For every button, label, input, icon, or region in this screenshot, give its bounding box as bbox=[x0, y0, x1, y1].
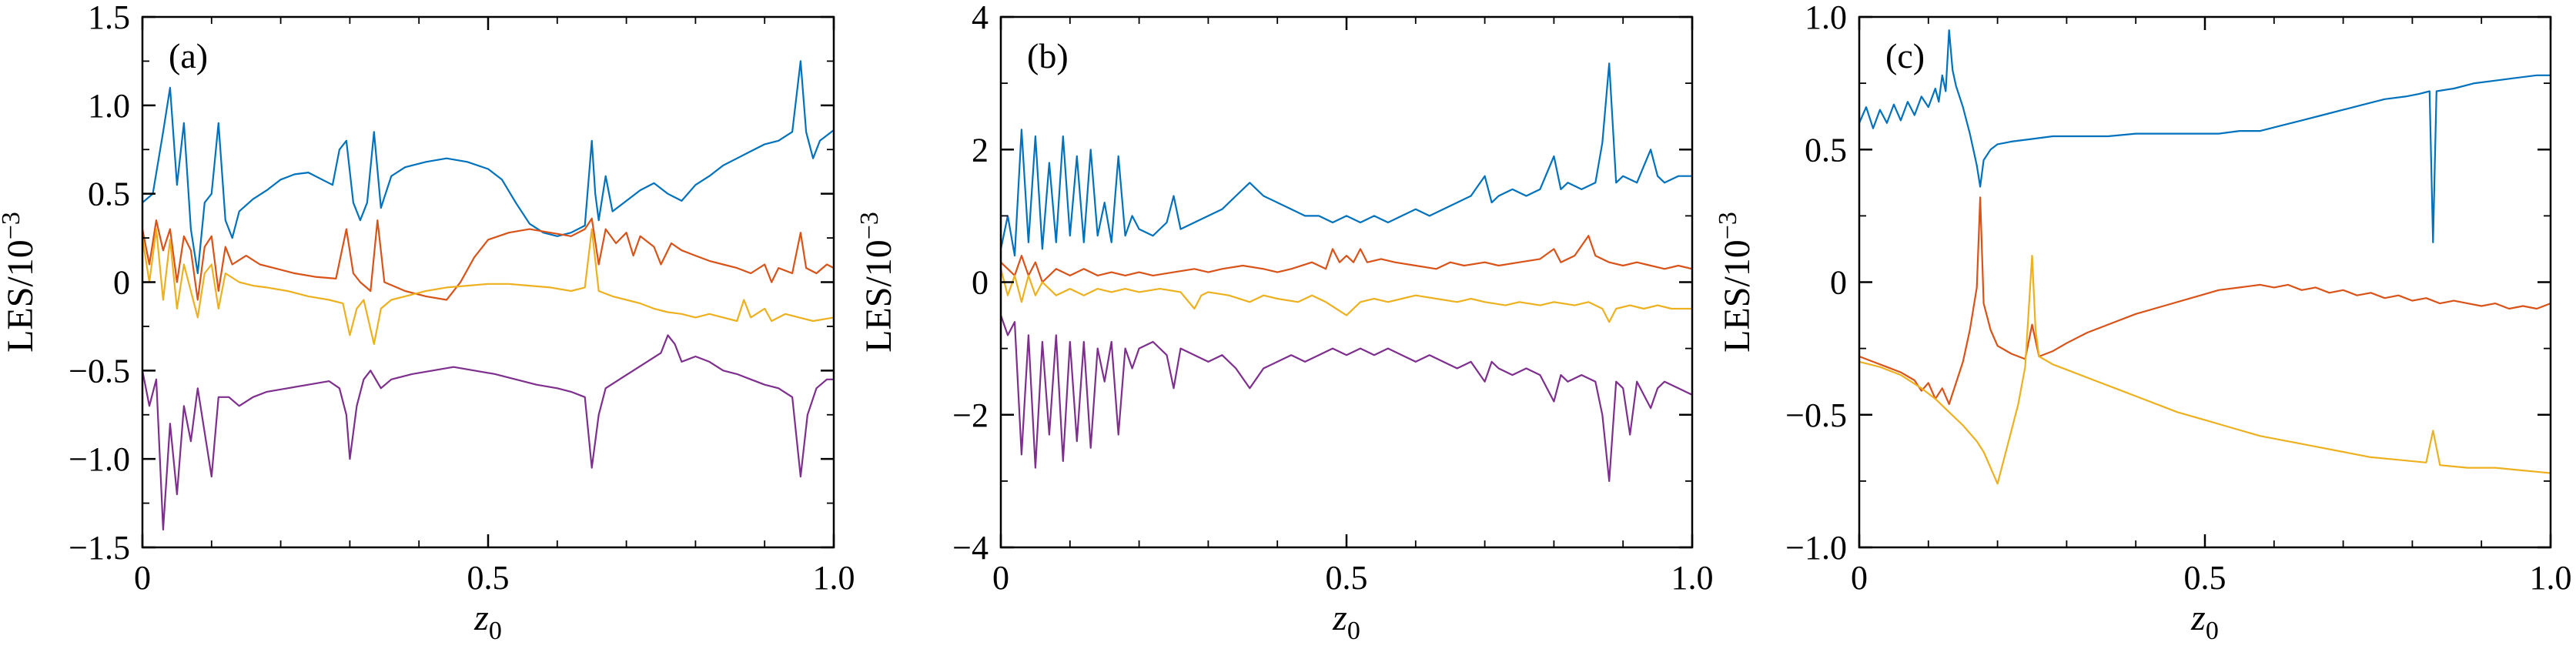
panel-a: 0 0.5 1.0 −1.5 −1.0 −0.5 0 0.5 1.0 1.5 (a) LES/10−3… bbox=[0, 0, 858, 659]
y-tick-label: 4 bbox=[972, 0, 989, 36]
y-tick-label: 0 bbox=[1830, 264, 1847, 302]
panel-b: 0 0.5 1.0 −4 −2 0 2 4 (b) LES/10−3 z0 bbox=[858, 0, 1717, 659]
series-orange-line bbox=[142, 217, 834, 301]
y-axis-label: LES/10−3 bbox=[858, 212, 899, 353]
y-tick-label: −4 bbox=[952, 529, 989, 567]
x-tick-label: 0.5 bbox=[1326, 559, 1368, 597]
chart-b-svg: 0 0.5 1.0 −4 −2 0 2 4 (b) LES/10−3 z0 bbox=[858, 0, 1714, 645]
series-yellow-line bbox=[142, 228, 834, 345]
series-purple-line bbox=[142, 334, 834, 531]
y-axis-label: LES/10−3 bbox=[0, 212, 41, 353]
y-tick-label: 0.5 bbox=[88, 176, 130, 213]
axes-frame bbox=[1858, 15, 2552, 549]
series-blue-line bbox=[1001, 62, 1692, 257]
x-axis-label: z0 bbox=[473, 597, 502, 645]
series-yellow-line bbox=[1001, 268, 1692, 323]
x-tick-label: 0 bbox=[134, 559, 151, 597]
y-tick-label: 0 bbox=[113, 264, 130, 302]
x-tick-label: 1.0 bbox=[1671, 559, 1714, 597]
series-blue-line bbox=[1859, 29, 2551, 243]
y-tick-label: 1.0 bbox=[88, 87, 130, 125]
panel-letter: (c) bbox=[1885, 36, 1925, 75]
series-orange-line bbox=[1859, 196, 2551, 406]
chart-a-svg: 0 0.5 1.0 −1.5 −1.0 −0.5 0 0.5 1.0 1.5 (a) LES/10−3… bbox=[0, 0, 855, 645]
y-tick-label: 2 bbox=[972, 131, 989, 169]
y-tick-label: −2 bbox=[952, 396, 989, 434]
panel-c: 0 0.5 1.0 −1.0 −0.5 0 0.5 1.0 (c) LES/10−3 z0 bbox=[1717, 0, 2575, 659]
x-tick-label: 0 bbox=[1851, 559, 1868, 597]
y-axis-label: LES/10−3 bbox=[1717, 212, 1758, 353]
y-tick-label: 1.0 bbox=[1805, 0, 1847, 36]
x-tick-label: 0.5 bbox=[467, 559, 510, 597]
axes-frame bbox=[999, 15, 1694, 549]
series-orange-line bbox=[1001, 235, 1692, 283]
x-axis-label: z0 bbox=[2190, 597, 2219, 645]
panel-letter: (b) bbox=[1027, 36, 1069, 75]
series-yellow-line bbox=[1859, 255, 2551, 485]
chart-c-svg: 0 0.5 1.0 −1.0 −0.5 0 0.5 1.0 (c) LES/10−3 z0 bbox=[1717, 0, 2572, 645]
y-tick-label: −1.5 bbox=[69, 529, 130, 567]
series-purple-line bbox=[1001, 314, 1692, 482]
y-tick-label: 1.5 bbox=[88, 0, 130, 36]
series-blue-line bbox=[142, 60, 834, 275]
y-tick-label: −1.0 bbox=[69, 440, 130, 478]
x-tick-label: 1.0 bbox=[2530, 559, 2572, 597]
x-tick-label: 1.0 bbox=[813, 559, 855, 597]
y-tick-label: −0.5 bbox=[69, 352, 130, 390]
y-tick-label: 0 bbox=[972, 264, 989, 302]
x-tick-label: 0 bbox=[992, 559, 1009, 597]
y-tick-label: −1.0 bbox=[1785, 529, 1847, 567]
x-axis-label: z0 bbox=[1332, 597, 1360, 645]
y-tick-label: 0.5 bbox=[1805, 131, 1847, 169]
y-tick-label: −0.5 bbox=[1785, 396, 1847, 434]
axes-frame bbox=[141, 15, 835, 549]
panel-letter: (a) bbox=[169, 36, 208, 75]
x-tick-label: 0.5 bbox=[2184, 559, 2226, 597]
